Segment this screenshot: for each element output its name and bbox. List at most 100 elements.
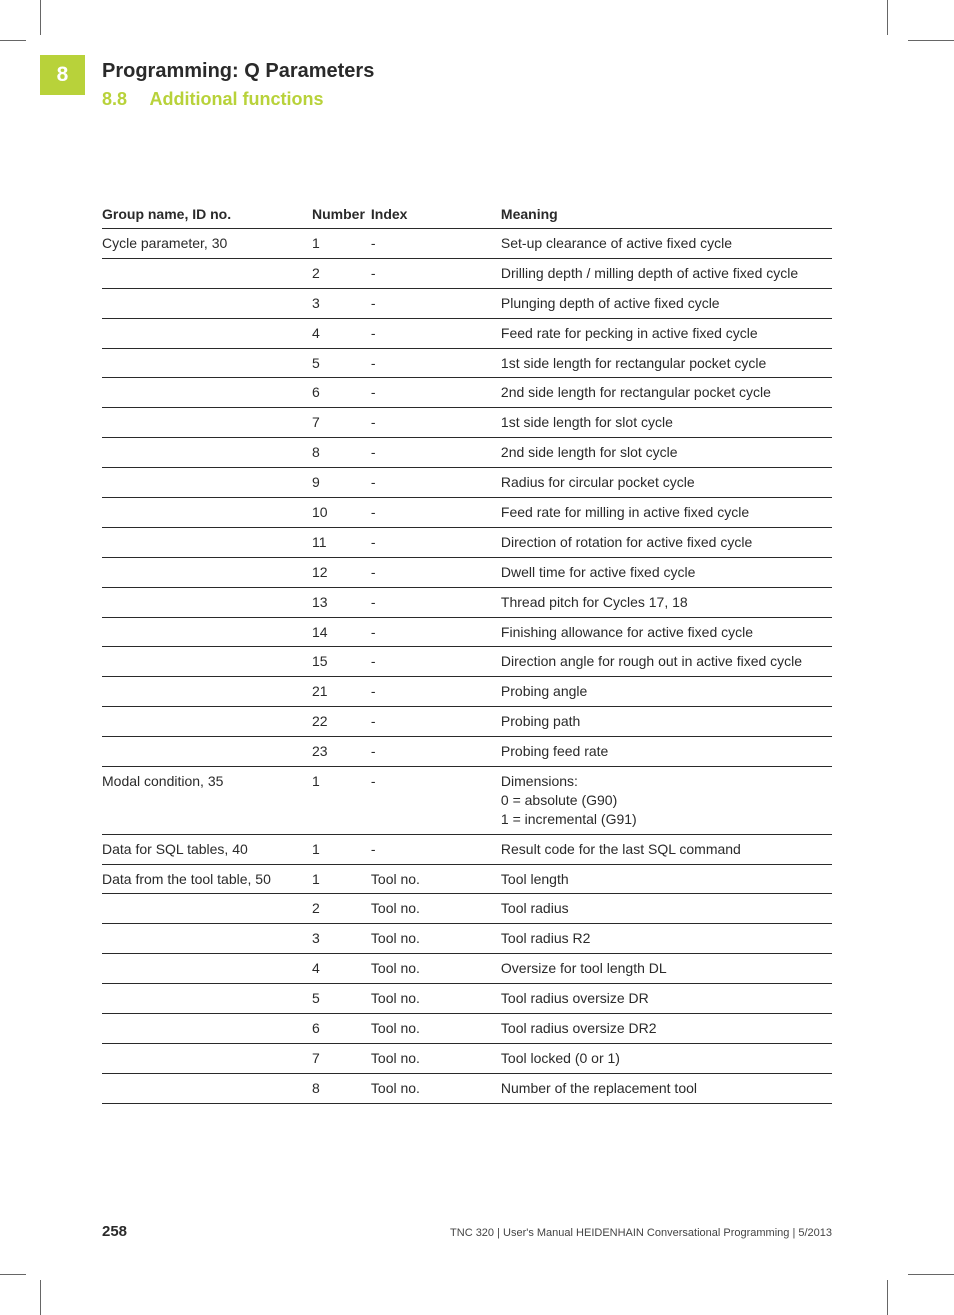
cell-group — [102, 438, 312, 468]
cell-index: Tool no. — [371, 1014, 501, 1044]
cell-index: - — [371, 707, 501, 737]
cell-number: 12 — [312, 557, 371, 587]
cell-index: - — [371, 498, 501, 528]
cell-number: 3 — [312, 924, 371, 954]
table-row: Cycle parameter, 301-Set-up clearance of… — [102, 229, 832, 259]
cell-group — [102, 954, 312, 984]
cell-index: - — [371, 438, 501, 468]
cell-index: Tool no. — [371, 954, 501, 984]
cell-group: Data from the tool table, 50 — [102, 864, 312, 894]
crop-mark — [908, 40, 954, 41]
table-row: 3Tool no.Tool radius R2 — [102, 924, 832, 954]
table-row: 7Tool no.Tool locked (0 or 1) — [102, 1043, 832, 1073]
cell-group — [102, 707, 312, 737]
cell-meaning: Feed rate for milling in active fixed cy… — [501, 498, 832, 528]
cell-index: - — [371, 617, 501, 647]
cell-index: - — [371, 318, 501, 348]
cell-number: 8 — [312, 438, 371, 468]
cell-meaning: Dimensions: 0 = absolute (G90) 1 = incre… — [501, 767, 832, 835]
table-row: 6-2nd side length for rectangular pocket… — [102, 378, 832, 408]
table-row: 8Tool no.Number of the replacement tool — [102, 1073, 832, 1103]
cell-group — [102, 348, 312, 378]
cell-number: 13 — [312, 587, 371, 617]
cell-group — [102, 894, 312, 924]
cell-group — [102, 468, 312, 498]
cell-meaning: Finishing allowance for active fixed cyc… — [501, 617, 832, 647]
table-row: 4-Feed rate for pecking in active fixed … — [102, 318, 832, 348]
cell-number: 1 — [312, 864, 371, 894]
crop-mark — [0, 40, 26, 41]
cell-index: - — [371, 527, 501, 557]
crop-mark — [908, 1274, 954, 1275]
cell-number: 7 — [312, 408, 371, 438]
cell-number: 6 — [312, 1014, 371, 1044]
content-area: Group name, ID no. Number Index Meaning … — [102, 200, 832, 1104]
cell-number: 8 — [312, 1073, 371, 1103]
cell-number: 7 — [312, 1043, 371, 1073]
cell-meaning: Thread pitch for Cycles 17, 18 — [501, 587, 832, 617]
cell-meaning: 1st side length for rectangular pocket c… — [501, 348, 832, 378]
col-header-meaning: Meaning — [501, 200, 832, 229]
cell-meaning: Direction angle for rough out in active … — [501, 647, 832, 677]
cell-index: - — [371, 737, 501, 767]
cell-group — [102, 498, 312, 528]
table-row: 9-Radius for circular pocket cycle — [102, 468, 832, 498]
cell-group — [102, 1014, 312, 1044]
page-footer: 258 TNC 320 | User's Manual HEIDENHAIN C… — [102, 1223, 832, 1240]
table-row: Data from the tool table, 501Tool no.Too… — [102, 864, 832, 894]
footer-text: TNC 320 | User's Manual HEIDENHAIN Conve… — [450, 1227, 832, 1239]
crop-mark — [40, 0, 41, 35]
cell-index: Tool no. — [371, 864, 501, 894]
cell-index: Tool no. — [371, 894, 501, 924]
cell-group — [102, 1073, 312, 1103]
cell-meaning: 2nd side length for slot cycle — [501, 438, 832, 468]
cell-index: - — [371, 258, 501, 288]
cell-number: 4 — [312, 954, 371, 984]
cell-index: - — [371, 557, 501, 587]
cell-meaning: Tool radius oversize DR — [501, 984, 832, 1014]
chapter-number: 8 — [57, 63, 69, 87]
cell-group — [102, 587, 312, 617]
cell-group — [102, 557, 312, 587]
cell-number: 11 — [312, 527, 371, 557]
cell-group — [102, 984, 312, 1014]
table-row: 11-Direction of rotation for active fixe… — [102, 527, 832, 557]
cell-meaning: Plunging depth of active fixed cycle — [501, 288, 832, 318]
table-row: 21-Probing angle — [102, 677, 832, 707]
cell-meaning: Tool length — [501, 864, 832, 894]
cell-index: - — [371, 348, 501, 378]
section-number: 8.8 — [102, 89, 127, 110]
chapter-tab: 8 — [40, 55, 85, 95]
cell-number: 1 — [312, 229, 371, 259]
cell-number: 22 — [312, 707, 371, 737]
cell-number: 4 — [312, 318, 371, 348]
col-header-number: Number — [312, 200, 371, 229]
cell-number: 1 — [312, 767, 371, 835]
table-row: 14-Finishing allowance for active fixed … — [102, 617, 832, 647]
table-row: 4Tool no.Oversize for tool length DL — [102, 954, 832, 984]
cell-number: 5 — [312, 984, 371, 1014]
cell-meaning: Oversize for tool length DL — [501, 954, 832, 984]
cell-meaning: Feed rate for pecking in active fixed cy… — [501, 318, 832, 348]
cell-index: - — [371, 288, 501, 318]
table-row: 10-Feed rate for milling in active fixed… — [102, 498, 832, 528]
cell-meaning: 2nd side length for rectangular pocket c… — [501, 378, 832, 408]
cell-meaning: Probing feed rate — [501, 737, 832, 767]
cell-group: Data for SQL tables, 40 — [102, 834, 312, 864]
table-row: 3-Plunging depth of active fixed cycle — [102, 288, 832, 318]
cell-number: 5 — [312, 348, 371, 378]
cell-group — [102, 1043, 312, 1073]
cell-group — [102, 924, 312, 954]
table-row: 5Tool no.Tool radius oversize DR — [102, 984, 832, 1014]
cell-index: - — [371, 408, 501, 438]
cell-number: 21 — [312, 677, 371, 707]
page-header: Programming: Q Parameters 8.8 Additional… — [102, 60, 374, 110]
cell-number: 6 — [312, 378, 371, 408]
cell-group — [102, 258, 312, 288]
table-row: 15-Direction angle for rough out in acti… — [102, 647, 832, 677]
cell-number: 15 — [312, 647, 371, 677]
table-row: 6Tool no.Tool radius oversize DR2 — [102, 1014, 832, 1044]
cell-number: 2 — [312, 258, 371, 288]
chapter-title: Programming: Q Parameters — [102, 60, 374, 83]
cell-meaning: Set-up clearance of active fixed cycle — [501, 229, 832, 259]
